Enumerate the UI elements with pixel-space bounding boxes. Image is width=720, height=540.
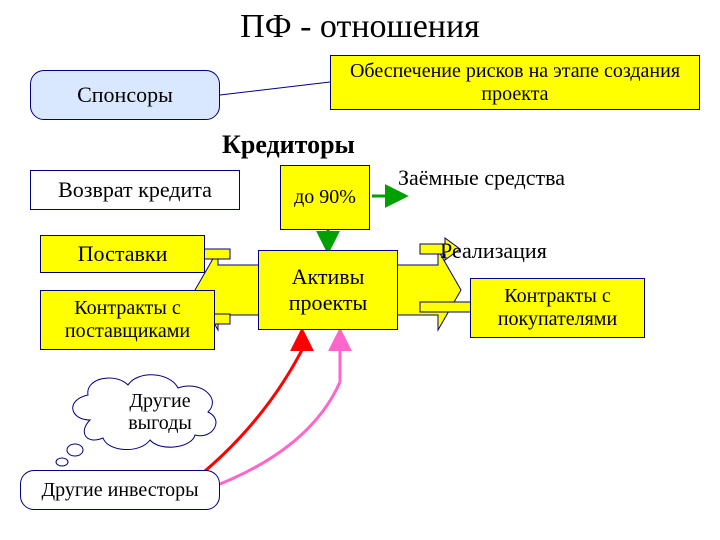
box-other-investors: Другие инвесторы <box>20 470 220 510</box>
label-borrowed: Заёмные средства <box>398 165 565 191</box>
box-contracts-suppliers: Контракты с поставщиками <box>40 290 215 350</box>
box-supplies: Поставки <box>40 235 205 273</box>
heading-creditors: Кредиторы <box>222 130 355 160</box>
box-contracts-buyers: Контракты с покупателями <box>470 278 645 338</box>
box-creditors: до 90% <box>280 165 370 230</box>
box-sponsors: Спонсоры <box>30 70 220 120</box>
box-return-credit: Возврат кредита <box>30 170 240 210</box>
cloud-label: Другие выгоды <box>100 390 220 434</box>
label-realization: Реализация <box>440 238 547 264</box>
box-risk: Обеспечение рисков на этапе создания про… <box>330 55 700 110</box>
arrow-pink-curve <box>210 382 340 488</box>
box-assets: Активы проекты <box>258 250 398 330</box>
diagram-title: ПФ - отношения <box>0 8 720 46</box>
